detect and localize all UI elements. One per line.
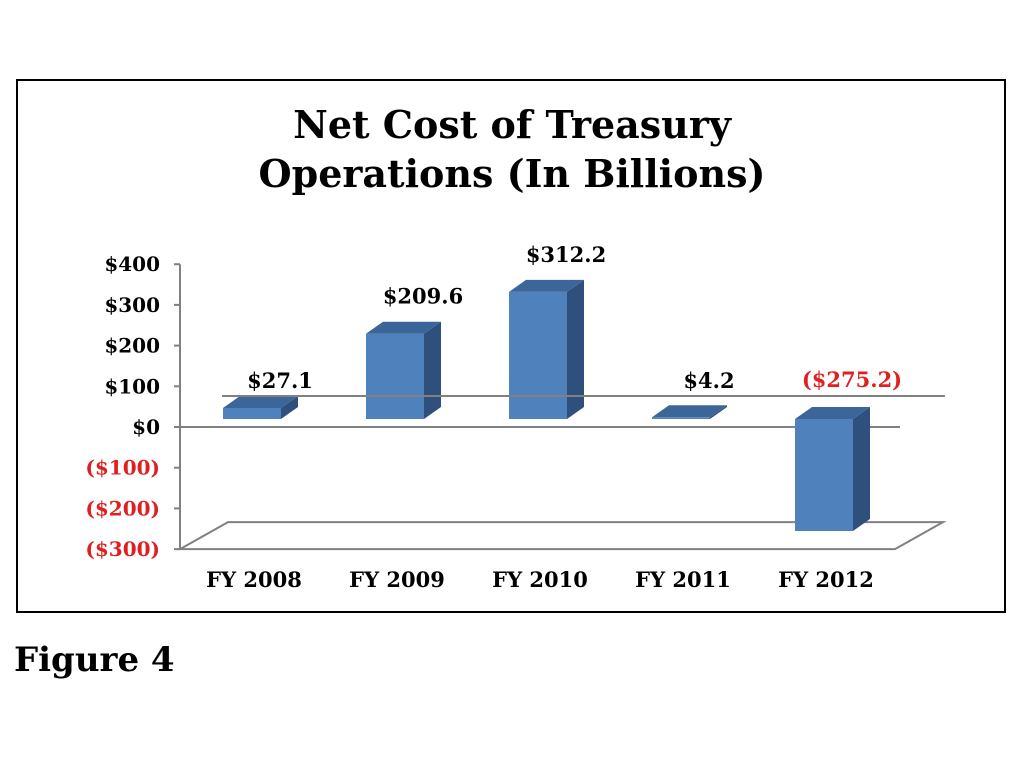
bar-front <box>366 333 424 419</box>
data-label: $4.2 <box>683 368 734 393</box>
data-label: $27.1 <box>247 368 313 393</box>
chart-title: Net Cost of Treasury Operations (In Bill… <box>259 102 766 196</box>
bar-front <box>795 419 853 532</box>
category-label: FY 2012 <box>778 567 874 592</box>
bar-side <box>281 395 298 419</box>
bar-side <box>710 405 727 419</box>
y-tick-label: ($100) <box>85 456 160 480</box>
category-label: FY 2011 <box>635 567 731 592</box>
y-tick-label: ($300) <box>85 537 160 561</box>
chart-bars <box>223 279 870 532</box>
data-label: $312.2 <box>526 242 606 267</box>
bar-side <box>853 407 870 532</box>
bar-top <box>509 279 584 292</box>
bar-front <box>652 417 710 419</box>
category-label: FY 2008 <box>206 567 302 592</box>
data-label: $209.6 <box>383 284 463 309</box>
data-labels: $27.1 $209.6 $312.2 $4.2 ($275.2) <box>247 242 902 393</box>
bar-front <box>223 407 281 419</box>
bar-fy-2012 <box>795 407 870 532</box>
chart-title-line-1: Net Cost of Treasury <box>293 102 732 147</box>
y-tick-label: $300 <box>104 293 160 317</box>
bar-fy-2010 <box>509 279 584 419</box>
y-tick-label: $100 <box>104 374 160 398</box>
bar-top <box>366 321 441 334</box>
floor-outline <box>176 521 947 551</box>
y-tick-label: $200 <box>104 334 160 358</box>
bar-fy-2009 <box>366 321 441 419</box>
chart-floor <box>176 521 947 551</box>
bar-top <box>223 395 298 408</box>
bar-side <box>424 321 441 419</box>
bar-front <box>509 291 567 419</box>
y-tick-label: ($200) <box>85 496 160 520</box>
data-label: ($275.2) <box>802 367 902 392</box>
y-tick-label: $0 <box>132 415 160 439</box>
bar-top <box>652 405 727 418</box>
bar-fy-2011 <box>652 405 727 419</box>
bar-top <box>795 407 870 419</box>
chart-title-line-2: Operations (In Billions) <box>259 151 766 196</box>
bar-fy-2008 <box>223 395 298 419</box>
y-axis-ticks: $400 $300 $200 $100 $0 ($100) ($200) ($300) <box>85 252 180 561</box>
category-label: FY 2010 <box>492 567 588 592</box>
y-tick-label: $400 <box>104 252 160 276</box>
x-axis-categories: FY 2008 FY 2009 FY 2010 FY 2011 FY 2012 <box>206 567 874 592</box>
chart-axes <box>179 264 900 550</box>
bar-side <box>567 279 584 419</box>
figure-caption: Figure 4 <box>14 640 175 680</box>
category-label: FY 2009 <box>349 567 445 592</box>
